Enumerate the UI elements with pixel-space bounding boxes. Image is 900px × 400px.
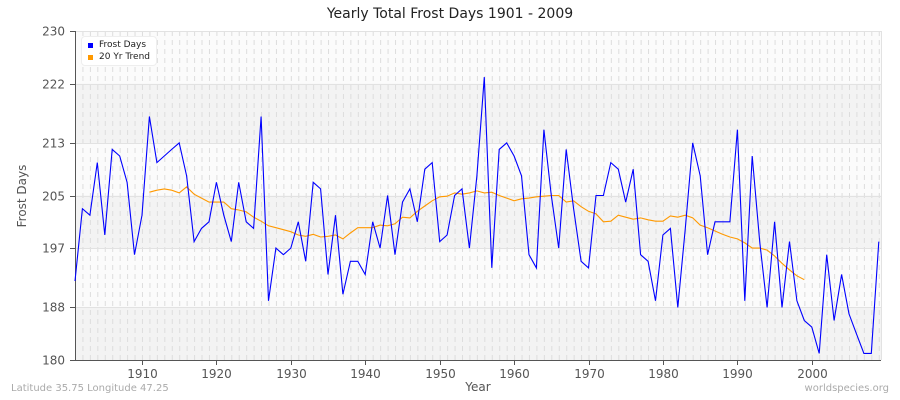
legend-item-trend: 20 Yr Trend: [88, 51, 150, 63]
y-tick-label: 188: [42, 301, 65, 315]
y-tick-label: 180: [42, 354, 65, 368]
coordinates-caption: Latitude 35.75 Longitude 47.25: [11, 383, 169, 394]
vertical-gridlines: [75, 31, 880, 360]
chart-title: Yearly Total Frost Days 1901 - 2009: [326, 6, 574, 22]
y-tick-label: 213: [42, 137, 65, 151]
y-axis-ticks: 180 188 197 205 213 222 230: [42, 25, 75, 368]
x-tick-label: 1930: [276, 367, 307, 381]
x-tick-label: 1910: [127, 367, 158, 381]
x-tick-label: 1990: [722, 367, 753, 381]
orange-square-icon: [88, 54, 93, 60]
x-tick-label: 1960: [499, 367, 530, 381]
axes: [75, 31, 881, 361]
x-tick-label: 1980: [648, 367, 679, 381]
trend-line: [149, 186, 805, 281]
x-axis-ticks: 1910 1920 1930 1940 1950 1960 1970 1980 1990 2000: [127, 360, 828, 381]
y-tick-label: 205: [42, 190, 65, 204]
legend-label: Frost Days: [99, 40, 147, 50]
x-tick-label: 1950: [425, 367, 456, 381]
frost-days-line: [74, 77, 880, 354]
y-axis-label: Frost Days: [15, 164, 29, 228]
source-link[interactable]: worldspecies.org: [804, 383, 889, 394]
y-tick-label: 230: [42, 25, 65, 39]
x-tick-label: 1920: [201, 367, 232, 381]
x-axis-label: Year: [465, 380, 491, 394]
x-tick-label: 2000: [797, 367, 828, 381]
y-tick-label: 222: [42, 78, 65, 92]
legend: Frost Days 20 Yr Trend: [81, 36, 158, 66]
x-tick-label: 1970: [574, 367, 605, 381]
legend-item-frost-days: Frost Days: [88, 39, 150, 51]
legend-label: 20 Yr Trend: [99, 52, 151, 62]
blue-square-icon: [88, 42, 93, 48]
y-tick-label: 197: [42, 242, 65, 256]
x-tick-label: 1940: [350, 367, 381, 381]
